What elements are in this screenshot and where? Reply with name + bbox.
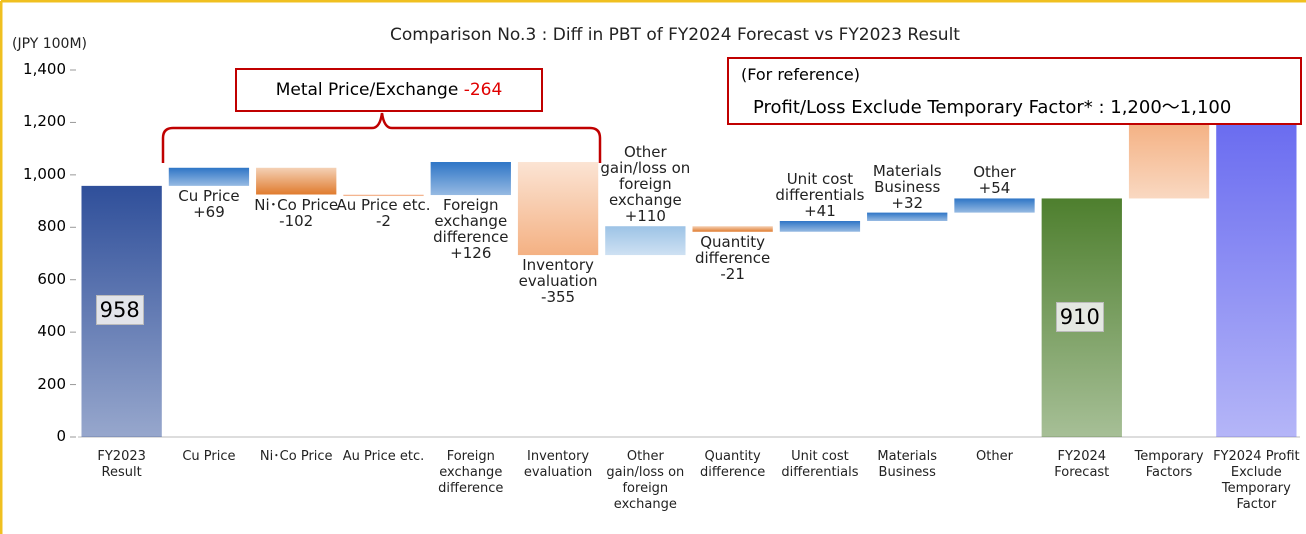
value-label: +126 [450, 244, 492, 263]
value-label: 958 [95, 295, 144, 326]
bar [430, 162, 511, 196]
reference-text: Profit/Loss Exclude Temporary Factor* : … [753, 97, 1232, 118]
y-tick-label: 600 [37, 269, 66, 288]
group-box: Metal Price/Exchange -264 [235, 68, 543, 112]
bar-label-name: Au Price etc. [336, 196, 431, 215]
y-tick-label: 800 [37, 217, 66, 236]
x-tick-label: Other [976, 449, 1013, 464]
bar [343, 194, 424, 197]
bar-label-name: Cu Price [178, 186, 240, 205]
bar-label: Ni･Co Price -102 [248, 197, 344, 229]
value-label: +110 [624, 207, 666, 226]
value-label: -21 [720, 264, 745, 283]
y-tick-label: 1,000 [23, 164, 66, 183]
y-tick-label: 1,400 [23, 60, 66, 78]
bar-label: Foreign exchange difference +126 [423, 197, 519, 261]
bar-label-name: Materials Business [872, 161, 942, 196]
bar [867, 212, 948, 221]
bar-label: Cu Price +69 [161, 188, 257, 220]
bar-label-name: Ni･Co Price [254, 195, 339, 214]
x-tick-label: Temporary Factors [1134, 449, 1204, 480]
x-tick-label: Unit cost differentials [781, 449, 859, 480]
x-tick-label: Inventory evaluation [523, 449, 593, 480]
reference-box: (For reference) Profit/Loss Exclude Temp… [727, 57, 1302, 125]
bar-label-name: Foreign exchange difference [433, 196, 509, 247]
group-label: Metal Price/Exchange [275, 80, 459, 100]
bar [692, 226, 773, 232]
y-tick-label: 0 [56, 427, 66, 445]
bar-label-name: Other [973, 163, 1016, 182]
x-tick-label: Materials Business [877, 449, 937, 480]
bar-label: Inventory evaluation -355 [510, 257, 606, 305]
y-tick-label: 200 [37, 374, 66, 393]
bar-label: Unit cost differentials +41 [772, 171, 868, 219]
y-tick-label: 400 [37, 322, 66, 341]
value-label: 910 [1055, 301, 1104, 332]
value-label: +32 [891, 193, 924, 212]
group-value: -264 [463, 80, 503, 100]
unit-label: (JPY 100M) [12, 36, 87, 52]
x-tick-label: FY2024 Profit Exclude Temporary Factor [1213, 449, 1300, 512]
bar-label: Au Price etc. -2 [336, 197, 432, 229]
bar-label-name: Quantity difference [694, 232, 771, 267]
value-label: +54 [978, 179, 1011, 198]
value-label: -102 [279, 211, 314, 230]
bar [779, 220, 861, 232]
value-label: -355 [541, 288, 576, 307]
value-label: +69 [193, 202, 225, 221]
chart-title: Comparison No.3 : Diff in PBT of FY2024 … [390, 25, 960, 45]
value-label: -2 [376, 212, 391, 231]
x-tick-label: Foreign exchange difference [438, 449, 504, 496]
group-bracket [161, 112, 602, 163]
bar [605, 226, 686, 256]
bar-label: Other gain/loss on foreign exchange +110 [597, 144, 693, 224]
bar [954, 198, 1035, 213]
bar [256, 167, 337, 195]
x-tick-label: Other gain/loss on foreign exchange [606, 449, 685, 512]
x-tick-label: Cu Price [182, 449, 236, 464]
bar-label-name: Other gain/loss on foreign exchange [600, 143, 691, 210]
reference-title: (For reference) [741, 65, 860, 84]
bar [1216, 122, 1297, 437]
x-tick-label: Quantity difference [700, 449, 766, 480]
bar-label: Quantity difference -21 [685, 234, 781, 282]
x-tick-label: FY2023 Result [97, 449, 146, 480]
bar-label: Materials Business +32 [859, 163, 955, 211]
bar [168, 167, 250, 186]
bar-label-name: Inventory evaluation [518, 256, 598, 291]
bar-label-name: Unit cost differentials [775, 169, 865, 204]
x-tick-label: Au Price etc. [342, 449, 425, 464]
y-tick-label: 1,200 [23, 112, 66, 131]
x-tick-label: FY2024 Forecast [1054, 449, 1110, 480]
x-tick-label: Ni･Co Price [259, 449, 333, 464]
value-label: +41 [804, 201, 836, 220]
bar-label: Other +54 [947, 164, 1043, 196]
bar [1128, 122, 1210, 199]
bar [517, 162, 599, 256]
